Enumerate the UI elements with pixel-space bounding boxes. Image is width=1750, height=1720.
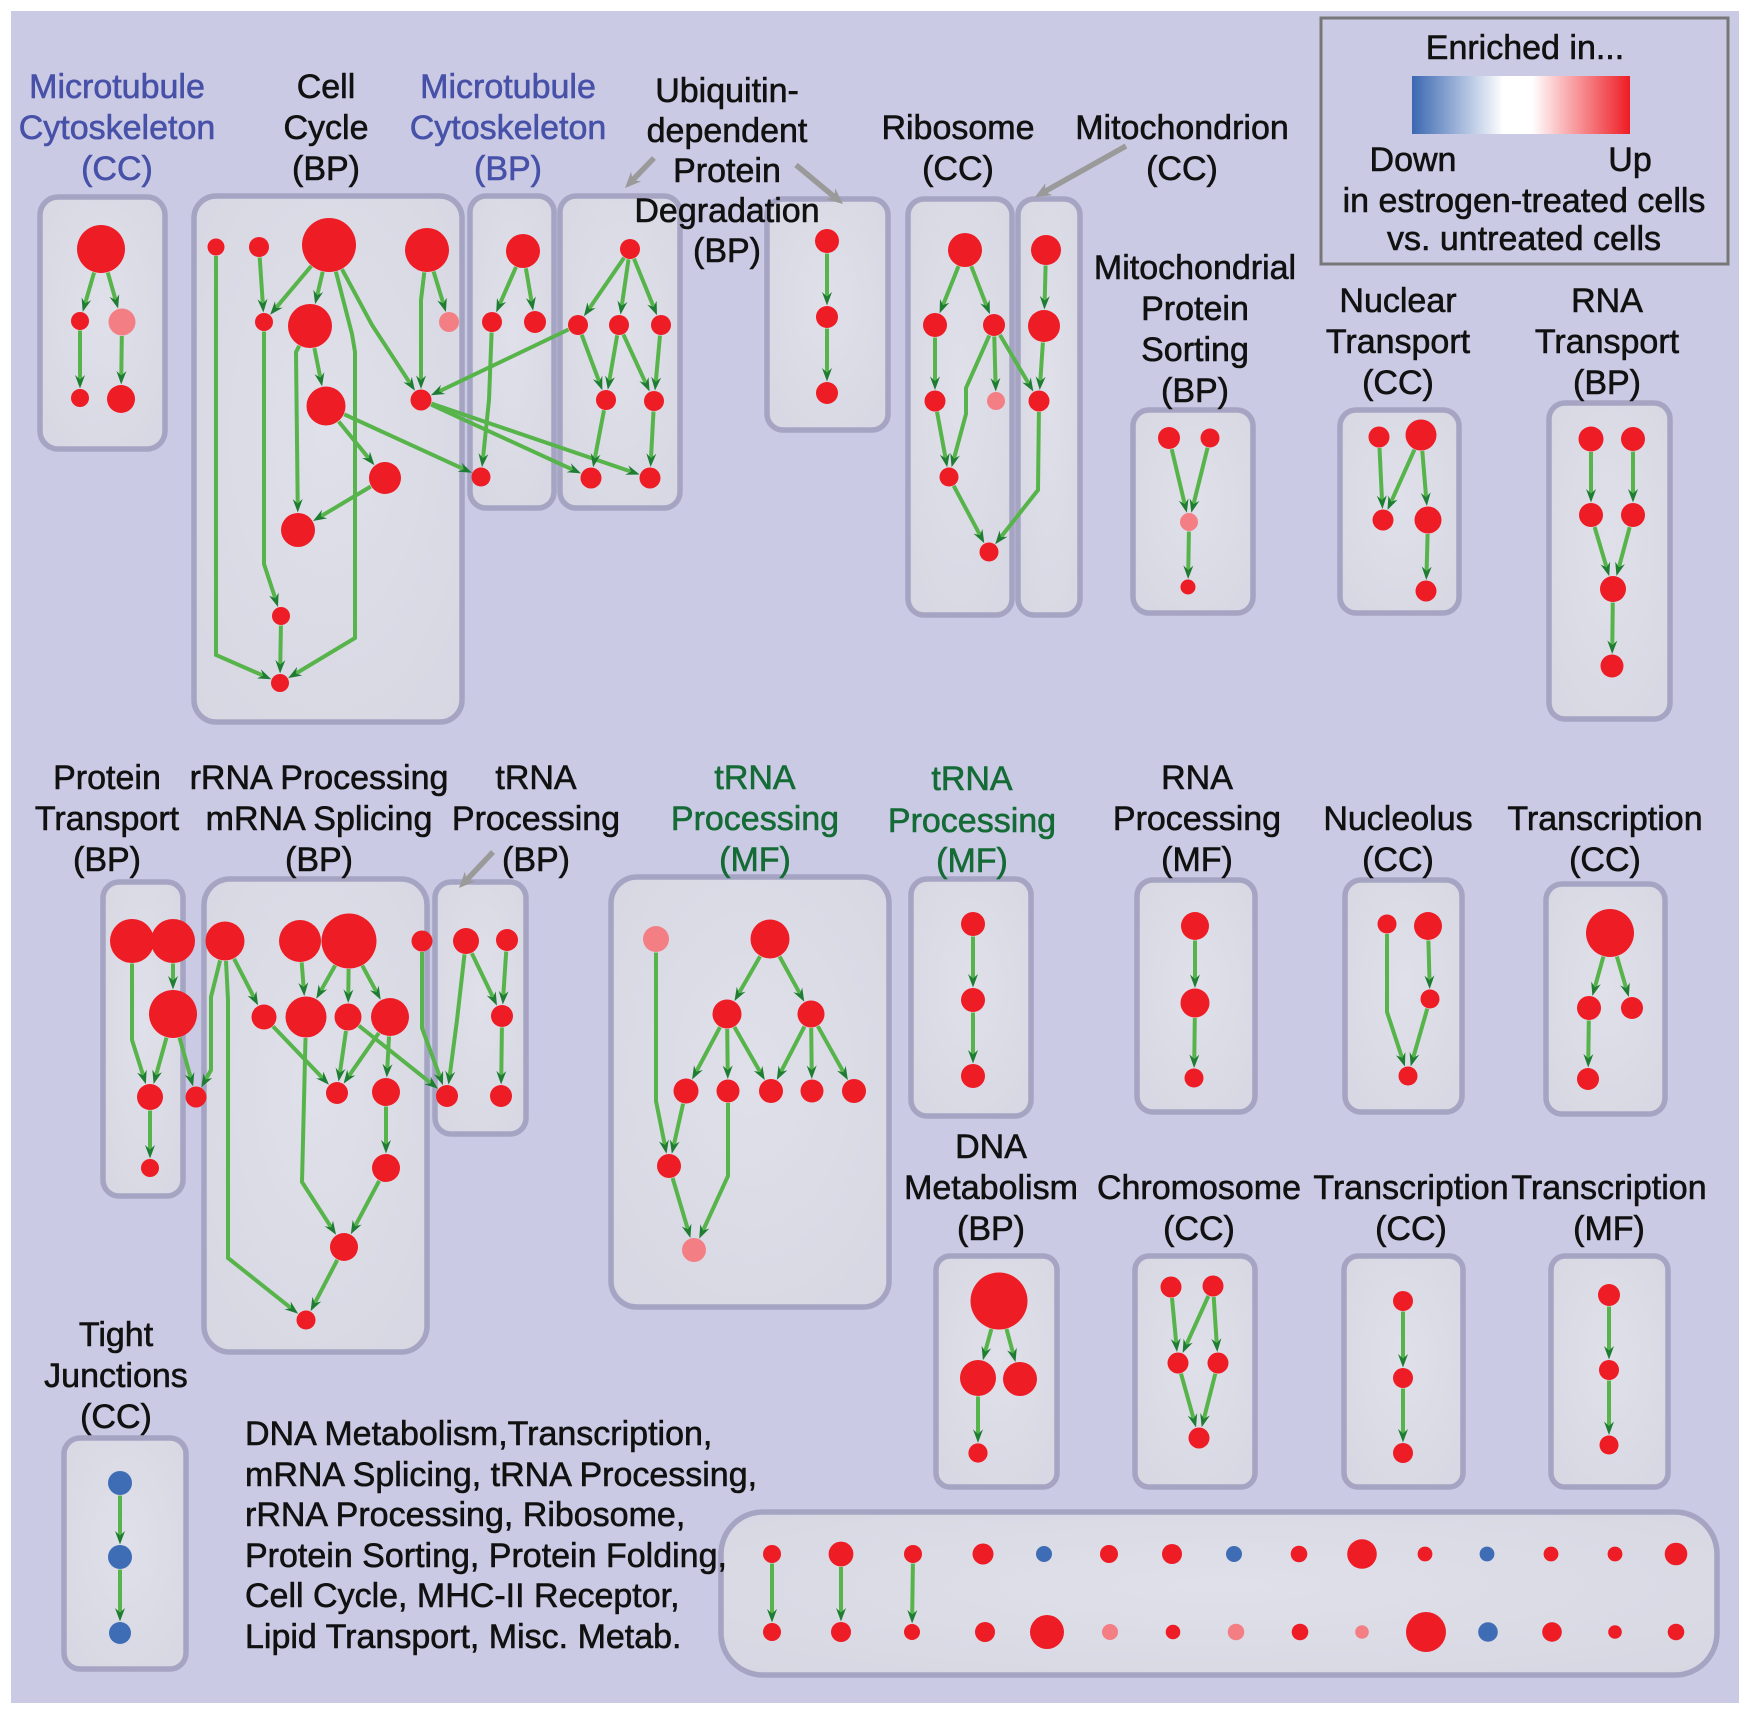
svg-text:Degradation: Degradation: [634, 192, 819, 230]
svg-text:Chromosome: Chromosome: [1097, 1169, 1301, 1207]
svg-text:vs. untreated cells: vs. untreated cells: [1387, 220, 1661, 258]
svg-text:Transcription: Transcription: [1511, 1169, 1706, 1207]
svg-text:Sorting: Sorting: [1141, 331, 1249, 369]
svg-text:Processing: Processing: [671, 800, 839, 838]
svg-text:(MF): (MF): [1573, 1210, 1645, 1248]
svg-text:(CC): (CC): [1146, 150, 1218, 188]
svg-text:dependent: dependent: [647, 112, 808, 150]
svg-text:tRNA: tRNA: [714, 759, 796, 797]
svg-text:Processing: Processing: [888, 802, 1056, 840]
svg-text:(CC): (CC): [1569, 841, 1641, 879]
svg-text:Transport: Transport: [1326, 323, 1471, 361]
svg-text:Metabolism: Metabolism: [904, 1169, 1078, 1207]
svg-text:Nuclear: Nuclear: [1339, 282, 1456, 320]
svg-text:Cytoskeleton: Cytoskeleton: [410, 109, 607, 147]
svg-text:(CC): (CC): [1362, 841, 1434, 879]
svg-text:Cell: Cell: [297, 68, 356, 106]
svg-text:mRNA Splicing: mRNA Splicing: [206, 800, 433, 838]
svg-text:(MF): (MF): [719, 841, 791, 879]
svg-text:tRNA: tRNA: [931, 760, 1013, 798]
svg-text:(CC): (CC): [1375, 1210, 1447, 1248]
svg-text:Tight: Tight: [79, 1316, 154, 1354]
svg-text:Transport: Transport: [35, 800, 180, 838]
svg-text:(CC): (CC): [80, 1398, 152, 1436]
svg-text:(MF): (MF): [936, 842, 1008, 880]
svg-text:Protein: Protein: [53, 759, 161, 797]
svg-text:Cycle: Cycle: [283, 109, 368, 147]
svg-text:(CC): (CC): [922, 150, 994, 188]
svg-text:(BP): (BP): [1161, 372, 1229, 410]
svg-text:Up: Up: [1608, 141, 1651, 179]
svg-text:Protein Sorting, Protein Foldi: Protein Sorting, Protein Folding,: [245, 1537, 727, 1575]
svg-text:Transport: Transport: [1535, 323, 1680, 361]
svg-text:Cytoskeleton: Cytoskeleton: [19, 109, 216, 147]
svg-text:Cell Cycle, MHC-II Receptor,: Cell Cycle, MHC-II Receptor,: [245, 1577, 680, 1615]
svg-text:(BP): (BP): [1573, 364, 1641, 402]
svg-text:DNA: DNA: [955, 1128, 1027, 1166]
svg-text:in estrogen-treated cells: in estrogen-treated cells: [1343, 182, 1706, 220]
svg-text:Mitochondrial: Mitochondrial: [1094, 249, 1296, 287]
svg-text:(BP): (BP): [285, 841, 353, 879]
svg-text:tRNA: tRNA: [495, 759, 577, 797]
svg-text:Transcription: Transcription: [1313, 1169, 1508, 1207]
svg-text:Protein: Protein: [673, 152, 781, 190]
svg-text:(BP): (BP): [292, 150, 360, 188]
svg-text:(CC): (CC): [1362, 364, 1434, 402]
svg-text:Microtubule: Microtubule: [29, 68, 205, 106]
svg-text:(BP): (BP): [957, 1210, 1025, 1248]
svg-text:Protein: Protein: [1141, 290, 1249, 328]
svg-text:RNA: RNA: [1161, 759, 1233, 797]
svg-text:Microtubule: Microtubule: [420, 68, 596, 106]
svg-text:Junctions: Junctions: [44, 1357, 188, 1395]
svg-text:DNA Metabolism,Transcription,: DNA Metabolism,Transcription,: [245, 1415, 712, 1453]
svg-text:Lipid Transport, Misc. Metab.: Lipid Transport, Misc. Metab.: [245, 1618, 682, 1656]
svg-text:(CC): (CC): [81, 150, 153, 188]
svg-text:Processing: Processing: [1113, 800, 1281, 838]
svg-text:Nucleolus: Nucleolus: [1323, 800, 1472, 838]
svg-text:(BP): (BP): [474, 150, 542, 188]
svg-text:Ribosome: Ribosome: [881, 109, 1034, 147]
svg-text:Processing: Processing: [452, 800, 620, 838]
svg-text:(BP): (BP): [693, 232, 761, 270]
svg-text:(CC): (CC): [1163, 1210, 1235, 1248]
svg-text:Ubiquitin-: Ubiquitin-: [655, 72, 799, 110]
svg-text:Transcription: Transcription: [1507, 800, 1702, 838]
svg-text:mRNA Splicing, tRNA Processing: mRNA Splicing, tRNA Processing,: [245, 1456, 757, 1494]
svg-text:rRNA Processing, Ribosome,: rRNA Processing, Ribosome,: [245, 1496, 685, 1534]
svg-text:RNA: RNA: [1571, 282, 1643, 320]
svg-text:Down: Down: [1370, 141, 1457, 179]
svg-text:(BP): (BP): [73, 841, 141, 879]
svg-text:Mitochondrion: Mitochondrion: [1075, 109, 1289, 147]
svg-text:(BP): (BP): [502, 841, 570, 879]
svg-text:(MF): (MF): [1161, 841, 1233, 879]
svg-text:rRNA Processing: rRNA Processing: [190, 759, 449, 797]
svg-text:Enriched in...: Enriched in...: [1426, 29, 1624, 67]
